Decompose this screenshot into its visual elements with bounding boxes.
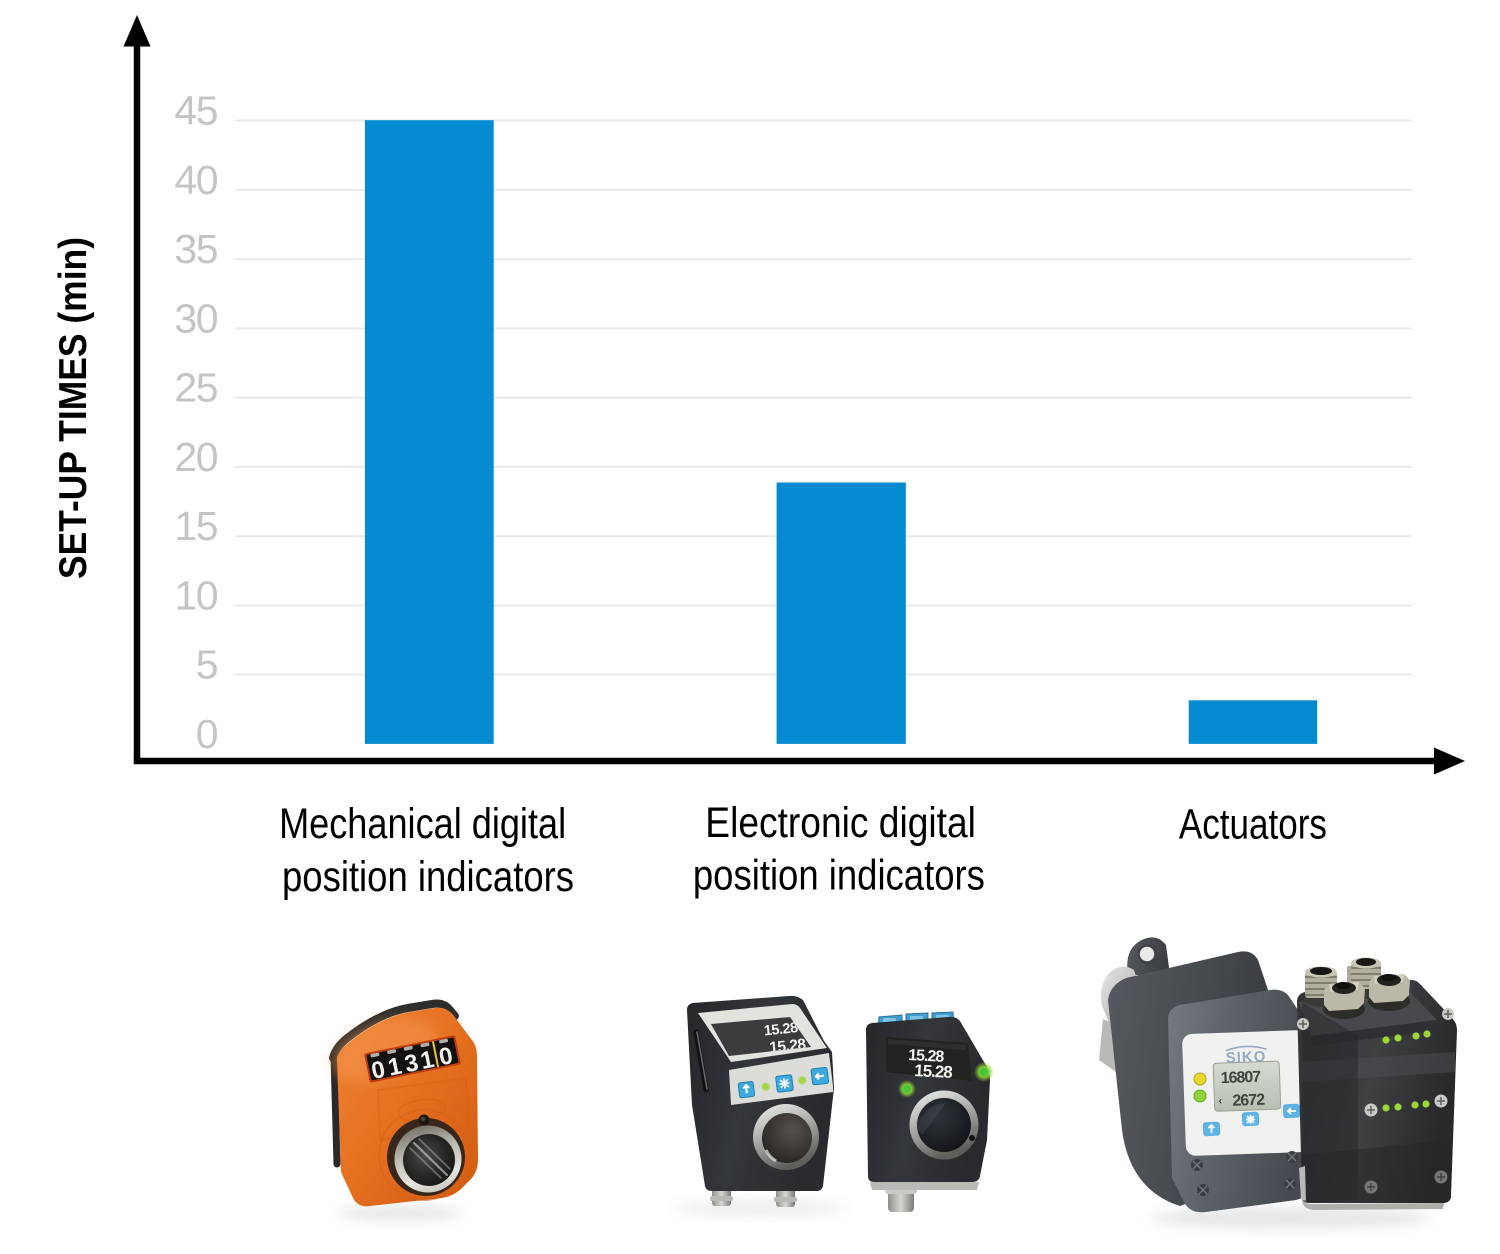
svg-text:2672: 2672 (1232, 1092, 1265, 1110)
svg-text:SET-UP TIMES (min): SET-UP TIMES (min) (52, 237, 95, 579)
svg-text:1: 1 (386, 1053, 404, 1082)
svg-text:Electronic digital: Electronic digital (705, 800, 976, 847)
svg-text:15: 15 (174, 503, 217, 549)
svg-text:15.28: 15.28 (763, 1020, 799, 1039)
svg-text:position indicators: position indicators (282, 854, 574, 901)
svg-text:3: 3 (402, 1049, 420, 1078)
svg-text:16807: 16807 (1220, 1069, 1261, 1087)
svg-text:5: 5 (196, 642, 218, 688)
svg-text:0: 0 (369, 1056, 387, 1085)
svg-text:position indicators: position indicators (693, 853, 985, 900)
svg-text:0: 0 (196, 711, 218, 757)
svg-text:20: 20 (174, 434, 217, 480)
svg-text:30: 30 (174, 295, 217, 341)
svg-text:35: 35 (174, 226, 217, 272)
svg-text:25: 25 (174, 365, 217, 411)
svg-text:‹: ‹ (1218, 1095, 1222, 1107)
svg-text:45: 45 (174, 88, 217, 134)
svg-text:0: 0 (437, 1042, 455, 1071)
svg-text:10: 10 (174, 572, 217, 618)
svg-text:Mechanical digital: Mechanical digital (279, 801, 566, 848)
svg-text:15.28: 15.28 (908, 1047, 945, 1066)
svg-text:40: 40 (174, 157, 217, 203)
svg-text:1: 1 (418, 1046, 436, 1075)
svg-text:Actuators: Actuators (1179, 802, 1327, 849)
svg-text:15.28: 15.28 (914, 1061, 953, 1082)
